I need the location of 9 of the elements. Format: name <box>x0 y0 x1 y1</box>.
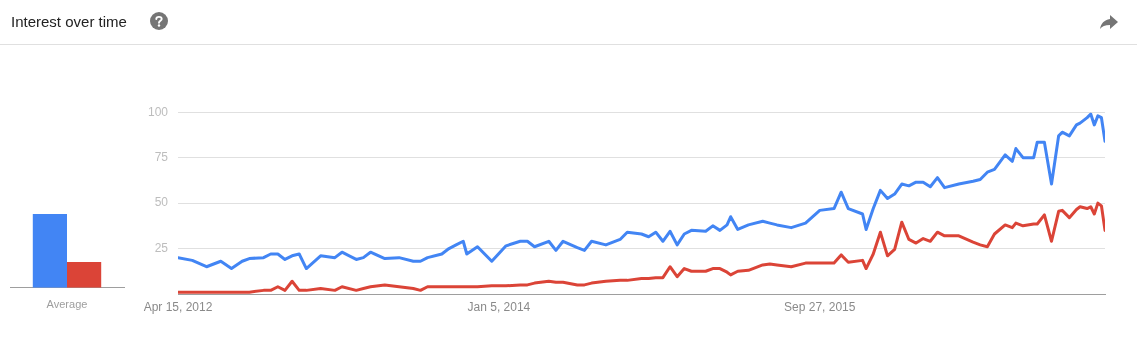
y-tick-label: 25 <box>154 240 169 255</box>
y-tick-label: 50 <box>154 195 169 210</box>
y-tick-label: 100 <box>147 104 169 119</box>
chart-title: Interest over time <box>11 13 127 30</box>
x-tick-label: Average <box>46 298 88 311</box>
x-tick-label: Sep 27, 2015 <box>784 299 856 314</box>
x-tick-label: Apr 15, 2012 <box>143 299 213 314</box>
x-tick-label: Jan 5, 2014 <box>467 299 531 314</box>
y-tick-label: 75 <box>154 149 169 164</box>
